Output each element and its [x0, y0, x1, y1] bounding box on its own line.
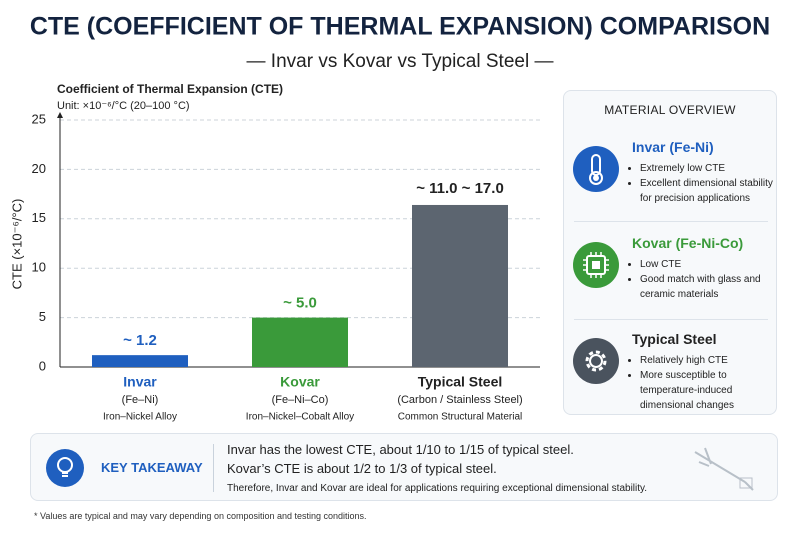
footnote: * Values are typical and may vary depend… [34, 511, 367, 521]
bullet: More susceptible to temperature-induced … [640, 368, 780, 413]
item-title: Typical Steel [632, 331, 717, 347]
y-tick-label: 10 [32, 260, 46, 275]
y-tick-label: 0 [39, 358, 46, 373]
y-tick-label: 5 [39, 309, 46, 324]
category-description: Iron–Nickel–Cobalt Alloy [246, 412, 354, 423]
item-title: Invar (Fe-Ni) [632, 139, 714, 155]
takeaway-line: Therefore, Invar and Kovar are ideal for… [227, 483, 648, 494]
bar [252, 317, 348, 367]
takeaway-title: KEY TAKEAWAY [101, 460, 203, 475]
caliper-icon [694, 447, 754, 491]
y-axis-arrow [57, 112, 63, 118]
thermometer-icon [573, 146, 619, 192]
takeaway-line: Invar has the lowest CTE, about 1/10 to … [227, 442, 574, 457]
value-label: ~ 5.0 [283, 295, 317, 312]
annotation: ~ 11.0 ~ 17.0 [416, 180, 504, 197]
chart-title: CTE (COEFFICIENT OF THERMAL EXPANSION) C… [30, 13, 770, 41]
x-tick-label: Kovar [280, 374, 320, 390]
chart-subtitle: — Invar vs Kovar vs Typical Steel — [247, 51, 554, 72]
bullet: Good match with glass and ceramic materi… [640, 272, 780, 302]
overview-panel: MATERIAL OVERVIEW Invar (Fe-Ni) Extremel… [563, 90, 777, 415]
bullet: Extremely low CTE [640, 161, 780, 176]
x-tick-label: Invar [123, 374, 157, 390]
item-title: Kovar (Fe-Ni-Co) [632, 235, 744, 251]
bullet: Low CTE [640, 257, 780, 272]
y-tick-label: 20 [32, 161, 46, 176]
bar [412, 204, 508, 367]
x-tick-label: Typical Steel [418, 374, 503, 390]
takeaway-line: Kovar’s CTE is about 1/2 to 1/3 of typic… [227, 461, 497, 476]
category-description: Common Structural Material [398, 412, 522, 423]
overview-title: MATERIAL OVERVIEW [604, 103, 736, 117]
y-tick-label: 25 [32, 111, 46, 126]
value-label: ~ 1.2 [123, 332, 157, 349]
chart-heading: Coefficient of Thermal Expansion (CTE) [57, 82, 283, 96]
category-formula: (Carbon / Stainless Steel) [397, 394, 522, 406]
category-formula: (Fe–Ni–Co) [272, 394, 329, 406]
takeaway-box: KEY TAKEAWAY Invar has the lowest CTE, a… [30, 433, 778, 501]
chip-icon [573, 242, 619, 288]
unit-note: Unit: ×10⁻⁶/°C (20–100 °C) [57, 100, 190, 112]
y-tick-label: 15 [32, 210, 46, 225]
gear-icon [573, 338, 619, 384]
category-formula: (Fe–Ni) [122, 394, 159, 406]
category-description: Iron–Nickel Alloy [103, 412, 177, 423]
bullet: Excellent dimensional stability for prec… [640, 176, 780, 206]
bar [92, 355, 188, 367]
bulb-icon [46, 449, 84, 487]
y-axis-label: CTE (×10⁻⁶/°C) [9, 199, 24, 290]
bullet: Relatively high CTE [640, 353, 780, 368]
